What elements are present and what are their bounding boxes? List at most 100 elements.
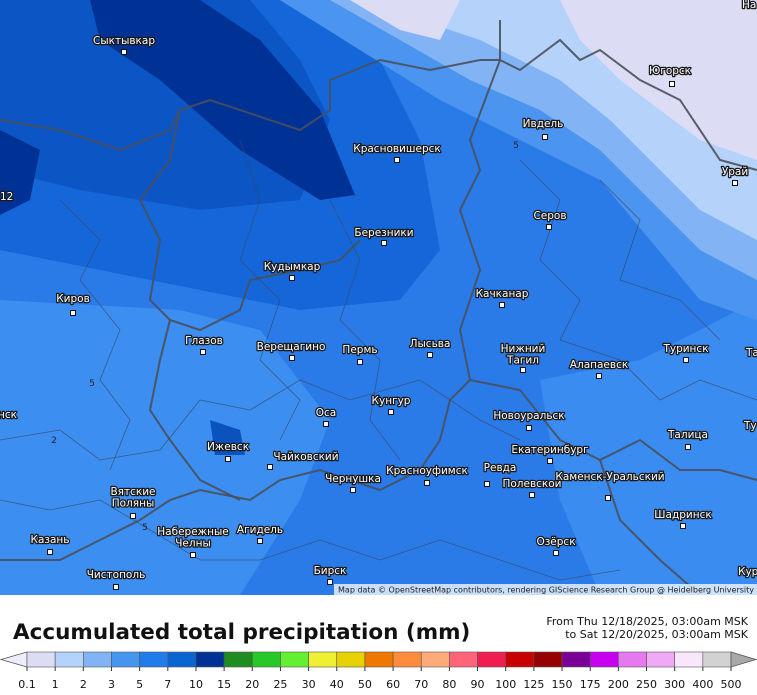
city-label: Ревда xyxy=(484,462,517,474)
city-marker xyxy=(357,359,363,365)
city-label: Казань xyxy=(31,534,70,546)
colorbar-segment xyxy=(364,651,394,668)
colorbar-segment xyxy=(195,651,225,668)
city-marker xyxy=(596,373,602,379)
city-label: Набережные Челны xyxy=(157,526,228,550)
colorbar-tick-label: 175 xyxy=(580,678,601,691)
contour-label: 5 xyxy=(142,523,148,533)
city-marker xyxy=(547,458,553,464)
city-label: Югорск xyxy=(649,65,691,77)
partial-label: Ту xyxy=(743,420,757,432)
colorbar-tick-label: 5 xyxy=(136,678,143,691)
city-label: Красноуфимск xyxy=(386,465,468,477)
city-label: Красновишерск xyxy=(353,143,440,155)
city-label: Шадринск xyxy=(654,509,711,521)
precip-zone xyxy=(210,420,245,455)
colorbar-tick-label: 200 xyxy=(608,678,629,691)
colorbar-segment xyxy=(449,651,478,668)
city-marker xyxy=(267,464,273,470)
city-marker xyxy=(130,513,136,519)
city-marker xyxy=(381,240,387,246)
city-marker xyxy=(121,49,127,55)
colorbar-segment xyxy=(83,651,112,668)
city-marker xyxy=(526,425,532,431)
partial-label: Кур xyxy=(738,566,757,578)
city-label: Ивдель xyxy=(523,118,564,130)
city-label: Березники xyxy=(354,227,413,239)
city-marker xyxy=(424,480,430,486)
city-label: Урай xyxy=(722,166,748,178)
city-label: Туринск xyxy=(662,343,708,355)
city-label: Качканар xyxy=(476,288,529,300)
city-label: Озёрск xyxy=(536,536,575,548)
district-border xyxy=(599,179,721,341)
colorbar-tick-label: 250 xyxy=(636,678,657,691)
colorbar-segment xyxy=(505,651,535,668)
precip-zone xyxy=(0,130,40,215)
colorbar-tick-label: 90 xyxy=(471,678,485,691)
city-label: Полевской xyxy=(502,478,561,490)
colorbar-segment xyxy=(646,651,675,668)
precip-zone xyxy=(350,0,460,40)
city-marker xyxy=(529,492,535,498)
city-label: Серов xyxy=(533,210,566,222)
colorbar-segment xyxy=(674,651,704,668)
contour-label: 5 xyxy=(89,379,95,389)
city-label: Бирск xyxy=(314,565,347,577)
city-marker xyxy=(200,349,206,355)
city-label: Пермь xyxy=(342,344,377,356)
colorbar-tick-label: 100 xyxy=(495,678,516,691)
colorbar-segment xyxy=(618,651,647,668)
city-marker xyxy=(327,579,333,585)
partial-label: 12 xyxy=(0,191,13,203)
colorbar-segment xyxy=(167,651,197,668)
city-label: Вятские Поляны xyxy=(110,486,155,510)
district-border xyxy=(329,199,401,461)
colorbar-tick-label: 10 xyxy=(189,678,203,691)
colorbar-segment xyxy=(54,651,84,668)
city-marker xyxy=(680,523,686,529)
city-marker xyxy=(542,134,548,140)
colorbar-segment xyxy=(392,651,422,668)
map: Сыктывкар Югорск Ивдель Красновишерск Урай Се… xyxy=(0,0,757,596)
city-marker xyxy=(225,456,231,462)
colorbar-tick-label: 25 xyxy=(273,678,287,691)
city-label: Кунгур xyxy=(372,395,411,407)
colorbar-segment xyxy=(533,651,563,668)
colorbar-tick-label: 20 xyxy=(245,678,259,691)
partial-label: На xyxy=(742,0,756,11)
city-marker xyxy=(553,550,559,556)
colorbar-tick-label: 30 xyxy=(302,678,316,691)
city-marker xyxy=(669,81,675,87)
city-label: Агидель xyxy=(237,524,283,536)
contour-label: 2 xyxy=(51,436,57,446)
city-marker xyxy=(484,481,490,487)
city-label: Оса xyxy=(316,407,336,419)
city-labels: Сыктывкар Югорск Ивдель Красновишерск Урай Се… xyxy=(0,0,757,590)
city-marker xyxy=(190,552,196,558)
district-border xyxy=(239,139,301,441)
city-marker xyxy=(113,584,119,590)
city-label: Верещагино xyxy=(257,341,326,353)
precip-zone xyxy=(90,0,355,200)
district-border xyxy=(0,499,621,581)
colorbar-tick-label: 400 xyxy=(692,678,713,691)
colorbar-over-arrow xyxy=(730,651,757,668)
colorbar-segment xyxy=(477,651,507,668)
city-marker xyxy=(546,224,552,230)
city-marker xyxy=(499,302,505,308)
city-marker xyxy=(350,487,356,493)
colorbar-segment xyxy=(111,651,140,668)
district-border xyxy=(59,199,131,471)
city-marker xyxy=(323,421,329,427)
city-label: Каменск-Уральский xyxy=(555,471,664,483)
city-marker xyxy=(520,367,526,373)
colorbar-segment xyxy=(26,651,56,668)
colorbar-tick-label: 0.1 xyxy=(18,678,36,691)
city-marker xyxy=(289,355,295,361)
colorbar-segment xyxy=(308,651,338,668)
colorbar-tick-label: 150 xyxy=(552,678,573,691)
city-label: Кудымкар xyxy=(264,261,321,273)
